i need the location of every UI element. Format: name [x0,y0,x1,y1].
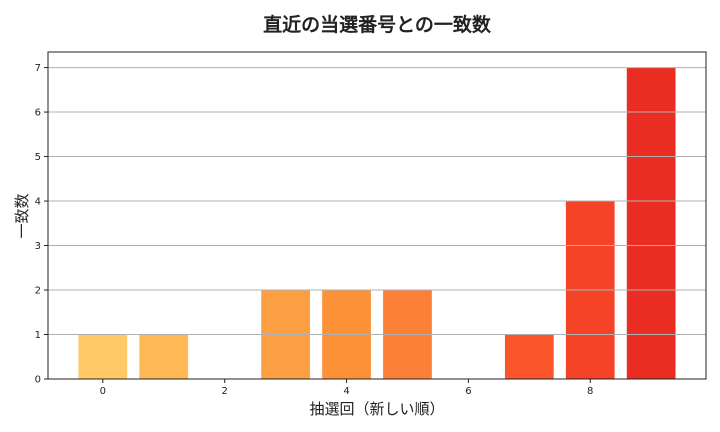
x-tick-label: 2 [221,386,227,397]
y-tick-label: 0 [35,375,41,386]
axes-frame [47,51,707,380]
y-tick-label: 3 [35,241,41,252]
bar [78,334,128,379]
y-tick-label: 6 [35,108,41,119]
bar [139,334,189,379]
x-tick-label: 4 [343,386,349,397]
y-axis-label: 一致数 [13,193,31,238]
y-tick-label: 7 [35,63,41,74]
x-tick-label: 6 [465,386,471,397]
bar [504,334,554,379]
x-tick-label: 8 [587,386,593,397]
plot-area: 0 1 2 3 4 5 6 7 0 2 4 6 8 [35,51,707,397]
y-tick-label: 5 [35,152,41,163]
y-tick-label: 2 [35,286,41,297]
y-tick-label: 4 [35,197,41,208]
y-tick-label: 1 [35,330,41,341]
chart-title: 直近の当選番号との一致数 [263,13,492,36]
x-tick-label: 0 [100,386,106,397]
x-axis-label: 抽選回（新しい順） [309,400,444,418]
bar [626,67,676,380]
